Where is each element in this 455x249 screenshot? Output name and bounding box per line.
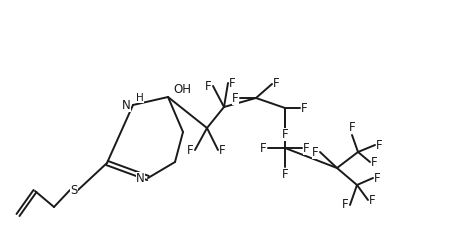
Text: F: F (302, 141, 309, 154)
Text: F: F (342, 198, 348, 211)
Text: OH: OH (172, 82, 191, 96)
Text: N: N (136, 172, 145, 185)
Text: F: F (300, 102, 307, 115)
Text: F: F (218, 143, 225, 157)
Text: S: S (70, 184, 77, 196)
Text: F: F (348, 121, 354, 134)
Text: F: F (312, 145, 318, 159)
Text: F: F (373, 172, 380, 185)
Text: F: F (228, 76, 235, 89)
Text: F: F (187, 143, 193, 157)
Text: F: F (232, 91, 238, 105)
Text: F: F (368, 193, 375, 206)
Text: F: F (375, 138, 382, 151)
Text: F: F (281, 168, 288, 181)
Text: N: N (122, 99, 131, 112)
Text: H: H (136, 93, 143, 103)
Text: F: F (260, 141, 267, 154)
Text: F: F (370, 155, 377, 169)
Text: F: F (273, 76, 279, 89)
Text: F: F (205, 79, 212, 92)
Text: F: F (281, 128, 288, 141)
